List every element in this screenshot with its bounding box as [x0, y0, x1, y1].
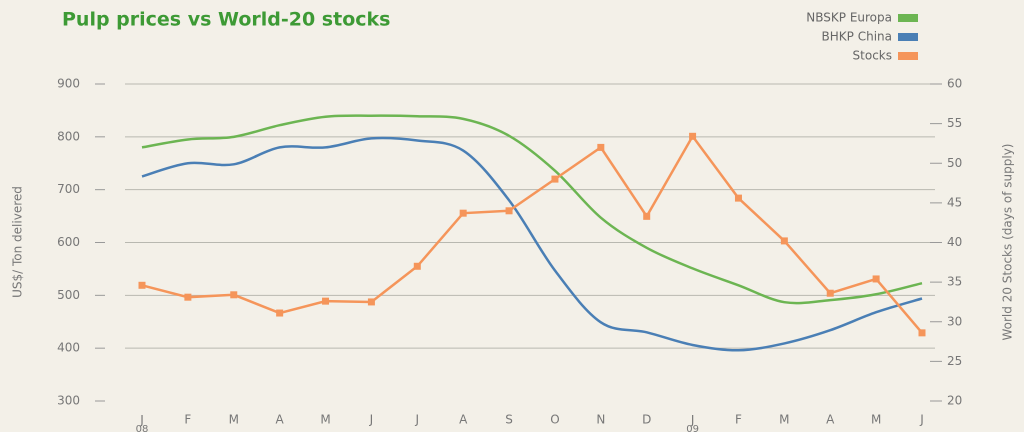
y-tick-label: 600 [57, 235, 80, 249]
y-tick-label: 500 [57, 288, 80, 302]
y2-tick-label: 35 [947, 275, 962, 289]
x-tick-label: J [369, 413, 374, 427]
legend-swatch [898, 52, 918, 60]
point-marker [184, 293, 192, 301]
y2-tick-label: 20 [947, 394, 962, 408]
y2-tick-label: 45 [947, 195, 962, 209]
y-tick-label: 900 [57, 77, 80, 91]
y-tick-label: 300 [57, 394, 80, 408]
y2-tick-label: 25 [947, 354, 962, 368]
y2-axis-label: World 20 Stocks (days of supply) [1001, 144, 1015, 341]
point-marker [367, 298, 375, 306]
point-marker [551, 175, 559, 183]
y-axis-label: US$/ Ton delivered [11, 186, 25, 298]
x-tick-label: J [919, 413, 924, 427]
point-marker [413, 262, 421, 270]
x-tick-label: A [826, 413, 835, 427]
x-tick-label: D [642, 413, 651, 427]
point-marker [643, 212, 651, 220]
y2-tick-label: 50 [947, 156, 962, 170]
x-tick-label: N [596, 413, 605, 427]
x-tick-label: F [735, 413, 742, 427]
point-marker [459, 209, 467, 217]
point-marker [505, 207, 513, 215]
x-tick-label: M [229, 413, 239, 427]
x-tick-label: A [276, 413, 285, 427]
x-tick-label: A [459, 413, 468, 427]
x-tick-label: S [505, 413, 513, 427]
y-tick-label: 700 [57, 182, 80, 196]
y2-tick-label: 60 [947, 77, 962, 91]
point-marker [322, 297, 330, 305]
x-tick-label: J [415, 413, 420, 427]
point-marker [276, 309, 284, 317]
y-tick-label: 800 [57, 129, 80, 143]
x-tick-label: M [871, 413, 881, 427]
x-tick-label: J 08 [136, 413, 149, 432]
point-marker [597, 143, 605, 151]
point-marker [138, 281, 146, 289]
y2-tick-label: 55 [947, 116, 962, 130]
x-tick-label: J 09 [686, 413, 699, 432]
series-line [141, 136, 923, 352]
x-tick-label: M [320, 413, 330, 427]
legend-swatch [898, 33, 918, 41]
legend-label: NBSKP Europa [806, 11, 892, 25]
x-tick-label: M [779, 413, 789, 427]
series-line [141, 114, 923, 305]
legend-label: BHKP China [822, 30, 892, 44]
series-line [141, 134, 923, 334]
y2-tick-label: 30 [947, 314, 962, 328]
chart-title: Pulp prices vs World-20 stocks [62, 9, 390, 31]
x-tick-label: F [184, 413, 191, 427]
point-marker [689, 132, 697, 140]
point-marker [872, 275, 880, 283]
point-marker [826, 289, 834, 297]
point-marker [734, 194, 742, 202]
point-marker [780, 237, 788, 245]
legend-swatch [898, 14, 918, 22]
legend-label: Stocks [853, 49, 892, 63]
y2-tick-label: 40 [947, 235, 962, 249]
x-tick-label: O [550, 413, 559, 427]
y-tick-label: 400 [57, 341, 80, 355]
point-marker [918, 329, 926, 337]
point-marker [230, 291, 238, 299]
